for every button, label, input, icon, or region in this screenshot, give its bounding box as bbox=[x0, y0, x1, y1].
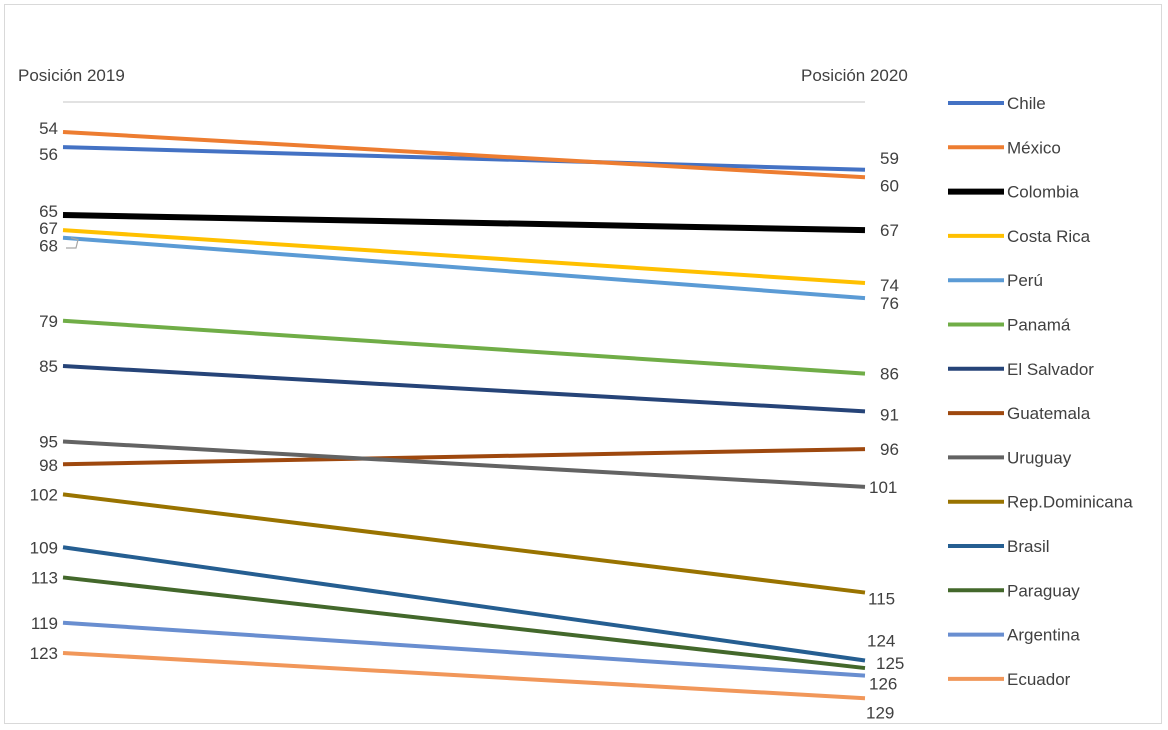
series-line-7 bbox=[62, 447, 866, 467]
legend-label-12: Argentina bbox=[1007, 626, 1080, 645]
series-line-13 bbox=[62, 650, 866, 701]
left-value-label-7: 98 bbox=[39, 456, 58, 475]
series-line-0 bbox=[62, 145, 866, 172]
left-axis-header: Posición 2019 bbox=[18, 66, 125, 85]
left-value-label-13: 123 bbox=[30, 644, 58, 663]
series-line-10 bbox=[62, 545, 866, 663]
left-value-label-5: 79 bbox=[39, 312, 58, 331]
legend-label-0: Chile bbox=[1007, 94, 1046, 113]
legend-label-3: Costa Rica bbox=[1007, 227, 1091, 246]
series-line-6 bbox=[62, 364, 866, 414]
right-value-label-10: 124 bbox=[867, 632, 895, 651]
left-value-label-2: 65 bbox=[39, 202, 58, 221]
left-value-label-4: 68 bbox=[39, 237, 58, 256]
series-line-11 bbox=[62, 575, 866, 671]
legend-label-1: México bbox=[1007, 138, 1061, 157]
left-value-label-11: 113 bbox=[31, 568, 58, 587]
left-value-label-0: 56 bbox=[39, 145, 58, 164]
left-value-label-3: 67 bbox=[39, 219, 58, 238]
right-value-label-12: 126 bbox=[869, 675, 897, 694]
series-line-9 bbox=[62, 492, 866, 595]
right-value-label-9: 115 bbox=[868, 590, 895, 609]
series-line-4 bbox=[62, 235, 866, 301]
right-value-label-6: 91 bbox=[880, 405, 899, 424]
legend-label-8: Uruguay bbox=[1007, 448, 1072, 467]
series-line-5 bbox=[62, 318, 866, 376]
legend-label-6: El Salvador bbox=[1007, 360, 1094, 379]
left-value-label-1: 54 bbox=[39, 119, 58, 138]
right-value-label-0: 59 bbox=[880, 149, 899, 168]
right-value-label-3: 74 bbox=[880, 276, 899, 295]
left-value-label-10: 109 bbox=[30, 538, 58, 557]
right-value-label-7: 96 bbox=[880, 440, 899, 459]
series-line-12 bbox=[62, 620, 866, 678]
legend-label-2: Colombia bbox=[1007, 183, 1079, 202]
chart-frame bbox=[4, 4, 1162, 724]
series-line-1 bbox=[62, 130, 866, 180]
legend-label-11: Paraguay bbox=[1007, 581, 1080, 600]
left-value-label-9: 102 bbox=[30, 485, 58, 504]
left-value-label-8: 95 bbox=[39, 433, 58, 452]
series-line-3 bbox=[62, 228, 866, 285]
label-leader-line bbox=[66, 237, 79, 249]
right-value-label-4: 76 bbox=[880, 294, 899, 313]
right-value-label-8: 101 bbox=[869, 478, 897, 497]
legend-label-9: Rep.Dominicana bbox=[1007, 493, 1133, 512]
right-value-label-2: 67 bbox=[880, 221, 899, 240]
legend-label-7: Guatemala bbox=[1007, 404, 1091, 423]
legend-label-5: Panamá bbox=[1007, 316, 1071, 335]
legend-label-4: Perú bbox=[1007, 271, 1043, 290]
right-axis-header: Posición 2020 bbox=[801, 66, 908, 85]
left-value-label-12: 119 bbox=[31, 614, 58, 633]
right-value-label-11: 125 bbox=[876, 654, 904, 673]
legend-label-13: Ecuador bbox=[1007, 670, 1071, 689]
legend-label-10: Brasil bbox=[1007, 537, 1050, 556]
right-value-label-1: 60 bbox=[880, 176, 899, 195]
right-value-label-5: 86 bbox=[880, 365, 899, 384]
right-value-label-13: 129 bbox=[866, 703, 894, 722]
series-line-8 bbox=[62, 439, 866, 489]
left-value-label-6: 85 bbox=[39, 357, 58, 376]
series-line-2 bbox=[62, 212, 866, 234]
